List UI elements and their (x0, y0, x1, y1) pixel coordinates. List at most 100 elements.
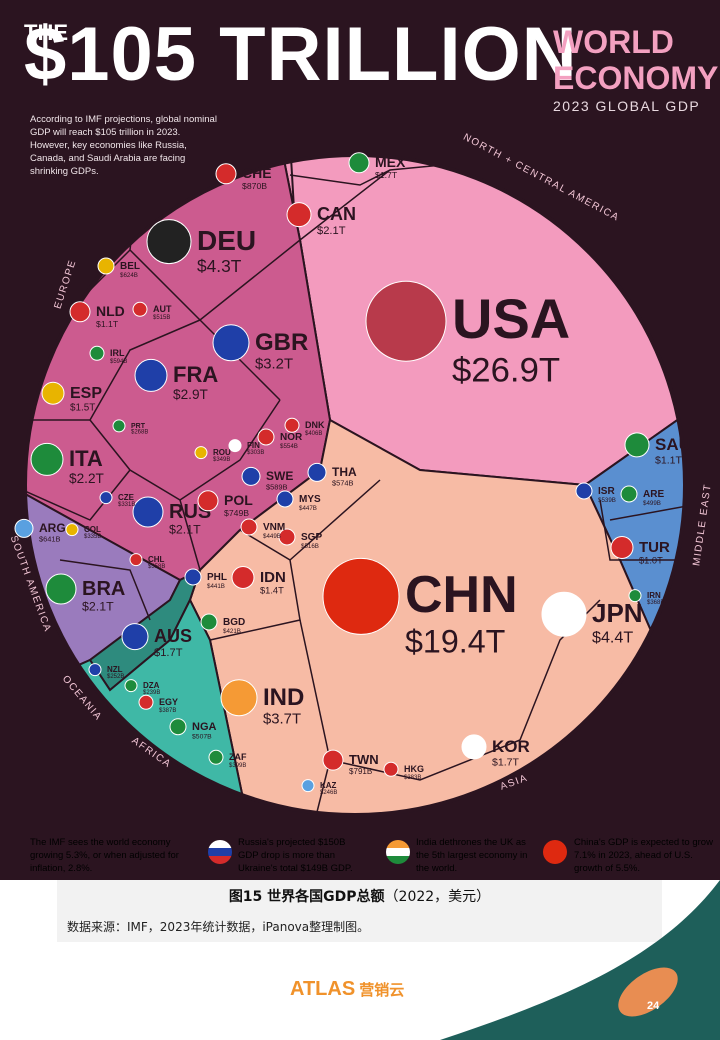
usa-flag-icon (365, 280, 447, 362)
country-aus: AUS$1.7T (121, 623, 192, 659)
country-bel: BEL$624B (97, 257, 140, 279)
country-value: $387B (159, 708, 176, 714)
idn-flag-icon (231, 566, 255, 589)
che-flag-icon (215, 163, 237, 185)
sau-flag-icon (624, 432, 650, 458)
country-code: NOR (280, 432, 303, 443)
chn-flag-icon (322, 557, 400, 635)
country-code: NGA (192, 721, 217, 733)
country-code: POL (224, 492, 253, 508)
country-value: $449B (263, 533, 281, 540)
egy-flag-icon (138, 694, 154, 710)
tur-flag-icon (610, 536, 634, 559)
india-flag-icon (386, 840, 410, 864)
footnote-2: Russia's projected $150B GDP drop is mor… (238, 837, 353, 874)
region-label: EUROPE (52, 258, 78, 310)
country-code: THA (332, 465, 357, 479)
country-code: DZA (143, 681, 160, 690)
tha-flag-icon (307, 462, 327, 482)
country-fin: FIN$303B (228, 439, 264, 456)
country-value: $1.0T (639, 556, 663, 566)
nld-flag-icon (69, 301, 91, 323)
country-hkg: HKG$383B (383, 761, 424, 781)
country-idn: IDN$1.4T (231, 566, 286, 596)
country-value: $4.3T (197, 256, 242, 276)
country-value: $335B (84, 534, 101, 540)
country-code: EGY (159, 697, 178, 707)
country-value: $447B (299, 505, 317, 512)
country-esp: ESP$1.5T (41, 381, 102, 413)
country-code: USA (452, 287, 570, 350)
country-value: $349B (213, 457, 230, 463)
country-value: $268B (131, 429, 148, 435)
country-nld: NLD$1.1T (69, 301, 125, 329)
country-value: $331B (118, 502, 135, 508)
country-value: $399B (229, 763, 246, 769)
zaf-flag-icon (208, 749, 224, 765)
country-code: BEL (120, 261, 140, 272)
country-value: $516B (301, 543, 319, 550)
footnote-3: India dethrones the UK as the 5th larges… (416, 837, 528, 874)
gbr-flag-icon (212, 324, 250, 362)
country-value: $574B (332, 478, 354, 487)
country-rou: ROU$349B (194, 446, 231, 463)
phl-flag-icon (184, 568, 202, 586)
country-code: JPN (592, 598, 643, 628)
caption-source: 数据来源：IMF，2023年统计数据，iPanova整理制图。 (67, 920, 370, 934)
aut-flag-icon (132, 301, 148, 317)
country-col: COL$335B (65, 523, 101, 540)
country-value: $539B (598, 497, 616, 504)
country-value: $406B (305, 431, 322, 437)
country-code: NZL (107, 665, 123, 674)
caption-title-suffix: （2022，美元） (384, 889, 491, 905)
country-code: CHL (148, 555, 165, 564)
country-value: $1.5T (70, 402, 95, 413)
country-code: CZE (118, 493, 135, 502)
sgp-flag-icon (278, 528, 296, 546)
country-value: $26.9T (452, 352, 560, 390)
page-number: 24 (647, 1000, 660, 1012)
country-code: TWN (349, 752, 379, 767)
country-code: NLD (96, 303, 125, 319)
prt-flag-icon (112, 419, 126, 433)
country-value: $4.4T (592, 628, 633, 646)
aus-flag-icon (121, 623, 149, 651)
country-code: FRA (173, 362, 218, 387)
country-code: ARG (39, 521, 66, 535)
country-code: PHL (207, 572, 227, 583)
country-code: ROU (213, 448, 231, 457)
subtitle: 2023 GLOBAL GDP (553, 98, 701, 114)
country-value: $515B (153, 315, 170, 321)
country-ind: IND$3.7T (220, 679, 304, 728)
country-code: GBR (255, 329, 308, 356)
country-value: $499B (643, 500, 661, 507)
country-code: BRA (82, 578, 125, 600)
chl-flag-icon (129, 553, 143, 567)
country-isr: ISR$539B (575, 482, 616, 504)
country-code: ARE (643, 489, 664, 500)
country-swe: SWE$589B (241, 466, 293, 491)
country-code: ZAF (229, 752, 247, 762)
logo-subtitle: 营销云 (359, 982, 405, 999)
country-value: $3.2T (255, 357, 293, 373)
country-value: $246B (320, 790, 337, 796)
country-value: $421B (223, 628, 241, 635)
country-code: ESP (70, 385, 102, 402)
dnk-flag-icon (284, 417, 300, 433)
bel-flag-icon (97, 257, 115, 275)
country-code: IRN (647, 591, 661, 600)
country-code: IDN (260, 569, 286, 586)
country-sgp: SGP$516B (278, 528, 322, 550)
country-code: VNM (263, 522, 285, 533)
twn-flag-icon (322, 749, 344, 771)
country-code: SGP (301, 532, 322, 543)
country-nzl: NZL$252B (88, 663, 124, 680)
country-value: $589B (266, 482, 288, 491)
esp-flag-icon (41, 381, 65, 405)
country-code: CHN (405, 566, 518, 624)
country-value: $1.7T (154, 647, 183, 659)
title-the: THE (24, 20, 68, 45)
country-can: CAN$2.1T (286, 202, 356, 237)
country-value: $554B (280, 443, 298, 450)
ita-flag-icon (30, 442, 64, 476)
